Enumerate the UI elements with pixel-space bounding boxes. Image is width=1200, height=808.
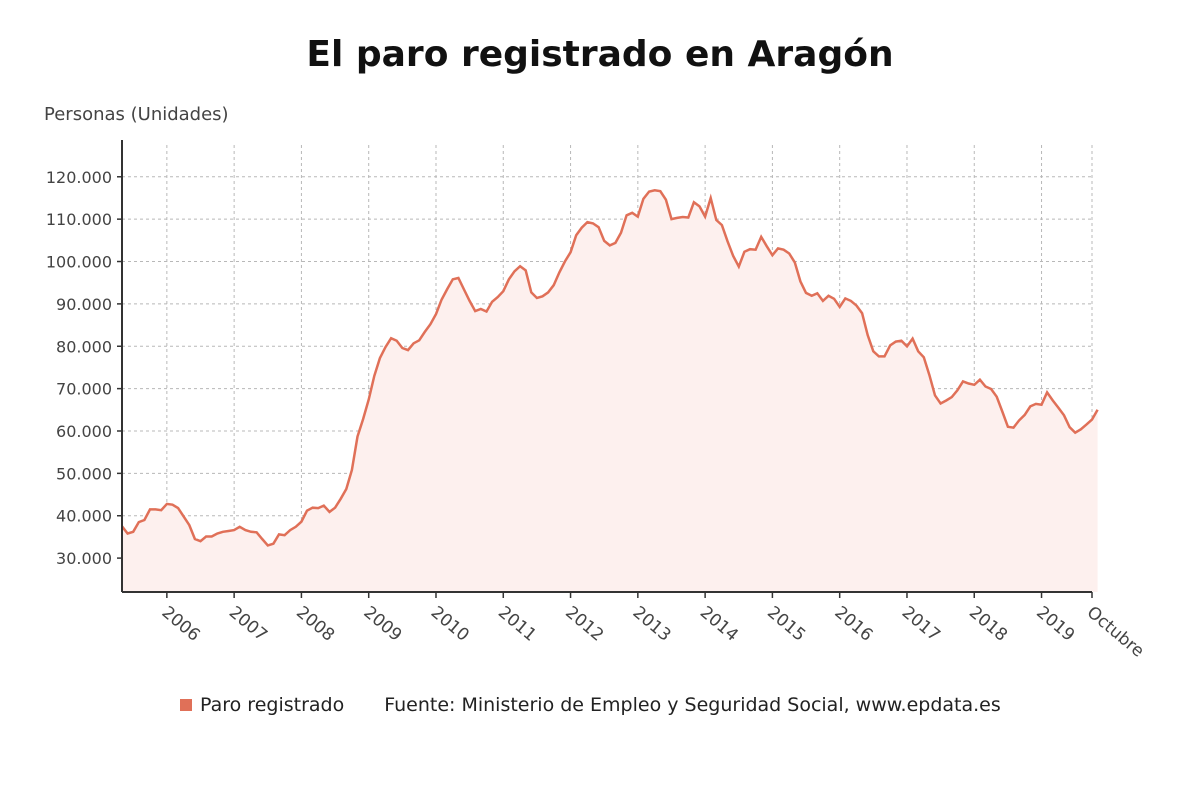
- y-tick-label: 50.000: [56, 464, 112, 483]
- x-tick-label: 2015: [763, 603, 809, 646]
- y-tick-label: 110.000: [46, 210, 112, 229]
- series-area-fill: [122, 190, 1098, 593]
- x-tick-label: 2009: [359, 603, 405, 646]
- x-tick-label: 2013: [629, 603, 675, 646]
- legend-series-label: Paro registrado: [200, 694, 345, 716]
- x-tick-labels: 2006 2007 2008 2009 2010 2011 2012 2013 2014 2015…: [158, 592, 1148, 662]
- y-axis-label: Personas (Unidades): [44, 104, 229, 125]
- y-tick-labels: 30.000 40.000 50.000 60.000 70.000 80.000 90.0…: [46, 168, 122, 568]
- x-tick-label: 2010: [427, 603, 473, 646]
- y-tick-label: 90.000: [56, 295, 112, 314]
- y-tick-label: 30.000: [56, 549, 112, 568]
- y-tick-label: 80.000: [56, 337, 112, 356]
- chart-title: El paro registrado en Aragón: [306, 34, 894, 75]
- x-tick-label: 2011: [494, 603, 540, 646]
- source-note: Fuente: Ministerio de Empleo y Seguridad…: [384, 694, 1001, 716]
- x-tick-label: 2012: [561, 603, 607, 646]
- x-tick-label: 2019: [1032, 603, 1078, 646]
- chart-area: 30.000 40.000 50.000 60.000 70.000 80.000 90.0…: [46, 140, 1148, 662]
- x-tick-label: 2014: [696, 603, 742, 646]
- x-tick-label: 2007: [225, 603, 271, 646]
- axes: [121, 140, 1092, 593]
- x-tick-label: 2008: [292, 603, 338, 646]
- y-tick-label: 70.000: [56, 380, 112, 399]
- y-tick-label: 40.000: [56, 507, 112, 526]
- y-tick-label: 100.000: [46, 253, 112, 272]
- x-tick-label: 2016: [830, 603, 876, 646]
- x-tick-label: 2017: [898, 603, 944, 646]
- x-tick-label: 2018: [965, 603, 1011, 646]
- x-tick-label: 2006: [158, 603, 204, 646]
- legend: Paro registrado Fuente: Ministerio de Em…: [180, 694, 1001, 716]
- legend-swatch: [180, 699, 192, 711]
- y-tick-label: 60.000: [56, 422, 112, 441]
- series-line-paro-registrado: [121, 189, 1099, 547]
- x-tick-label: Octubre: [1083, 603, 1148, 662]
- y-tick-label: 120.000: [46, 168, 112, 187]
